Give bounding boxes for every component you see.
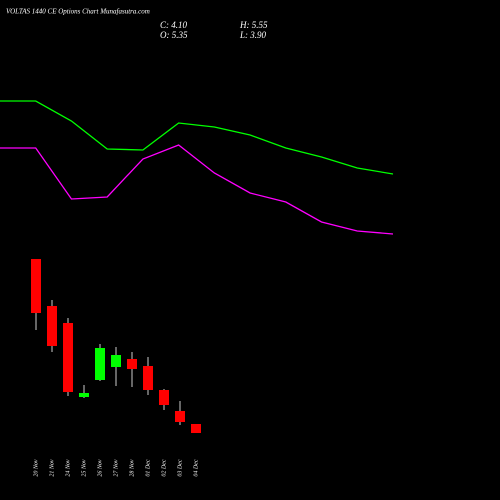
candle-body xyxy=(143,366,153,390)
ohlc-info: O: 5.35 xyxy=(160,30,188,40)
x-tick-label: 01 Dec xyxy=(145,459,151,476)
candle-body xyxy=(111,355,121,367)
candle-body xyxy=(47,306,57,346)
ohlc-info: H: 5.55 xyxy=(239,20,268,30)
candle-body xyxy=(95,348,105,380)
x-tick-label: 21 Nov xyxy=(49,459,55,477)
x-tick-label: 20 Nov xyxy=(33,459,39,477)
candle-body xyxy=(127,359,137,369)
ma-line xyxy=(0,144,394,235)
ohlc-info: L: 3.90 xyxy=(239,30,267,40)
candle-body xyxy=(159,390,169,405)
x-tick-label: 02 Dec xyxy=(161,459,167,476)
x-tick-label: 24 Nov xyxy=(64,459,71,477)
candle-body xyxy=(191,424,201,433)
ohlc-info: C: 4.10 xyxy=(160,20,188,30)
candle-body xyxy=(63,323,73,392)
x-tick-label: 25 Nov xyxy=(81,459,87,477)
candle-body xyxy=(31,259,41,313)
x-tick-label: 03 Dec xyxy=(177,459,183,476)
ma-line xyxy=(0,100,394,175)
x-tick-label: 04 Dec xyxy=(192,459,199,476)
x-tick-label: 27 Nov xyxy=(113,459,119,477)
chart-title: VOLTAS 1440 CE Options Chart Munafasutra… xyxy=(6,8,150,16)
candle-body xyxy=(79,393,89,397)
candle-body xyxy=(175,411,185,422)
x-tick-label: 28 Nov xyxy=(129,459,135,477)
x-tick-label: 26 Nov xyxy=(97,459,103,477)
